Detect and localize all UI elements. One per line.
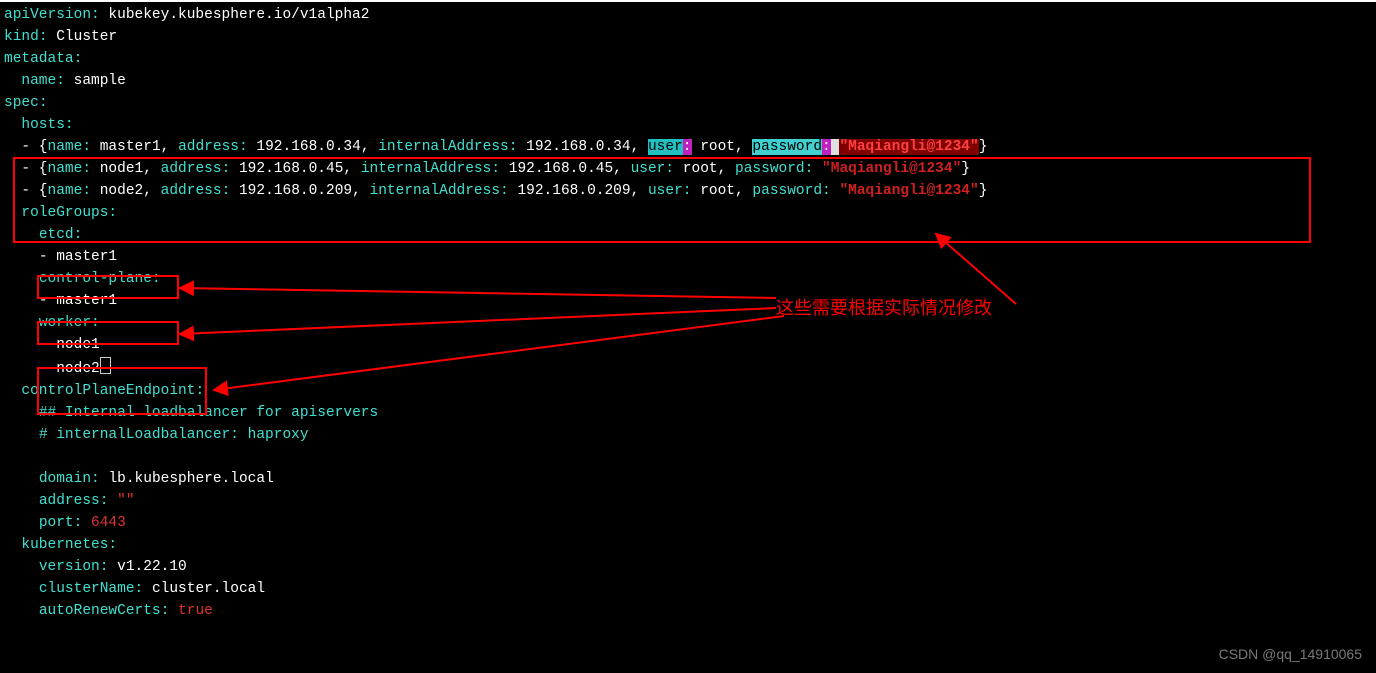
watermark: CSDN @qq_14910065 (1219, 644, 1362, 665)
etcd-item: master1 (56, 249, 117, 265)
top-border (0, 0, 1376, 2)
hl-password-key: password (752, 139, 822, 155)
worker-item-1: node1 (56, 337, 100, 353)
comment-2: # internalLoadbalancer: haproxy (39, 427, 309, 443)
yaml-code: apiVersion: kubekey.kubesphere.io/v1alph… (0, 0, 1376, 622)
hl-password-val: "Maqiangli@1234" (839, 139, 978, 155)
host-row-1: - {name: node1, address: 192.168.0.45, i… (21, 161, 970, 177)
cursor-icon (100, 357, 111, 374)
k-apiversion: apiVersion (4, 7, 91, 23)
host-row-0: - {name: master1, address: 192.168.0.34,… (21, 139, 987, 155)
comment-1: ## Internal loadbalancer for apiservers (39, 405, 378, 421)
host-row-2: - {name: node2, address: 192.168.0.209, … (21, 183, 987, 199)
hl-user-key: user (648, 139, 683, 155)
controlplane-item: master1 (56, 293, 117, 309)
worker-item-2: node2 (56, 361, 100, 377)
annotation-text: 这些需要根据实际情况修改 (776, 295, 992, 322)
